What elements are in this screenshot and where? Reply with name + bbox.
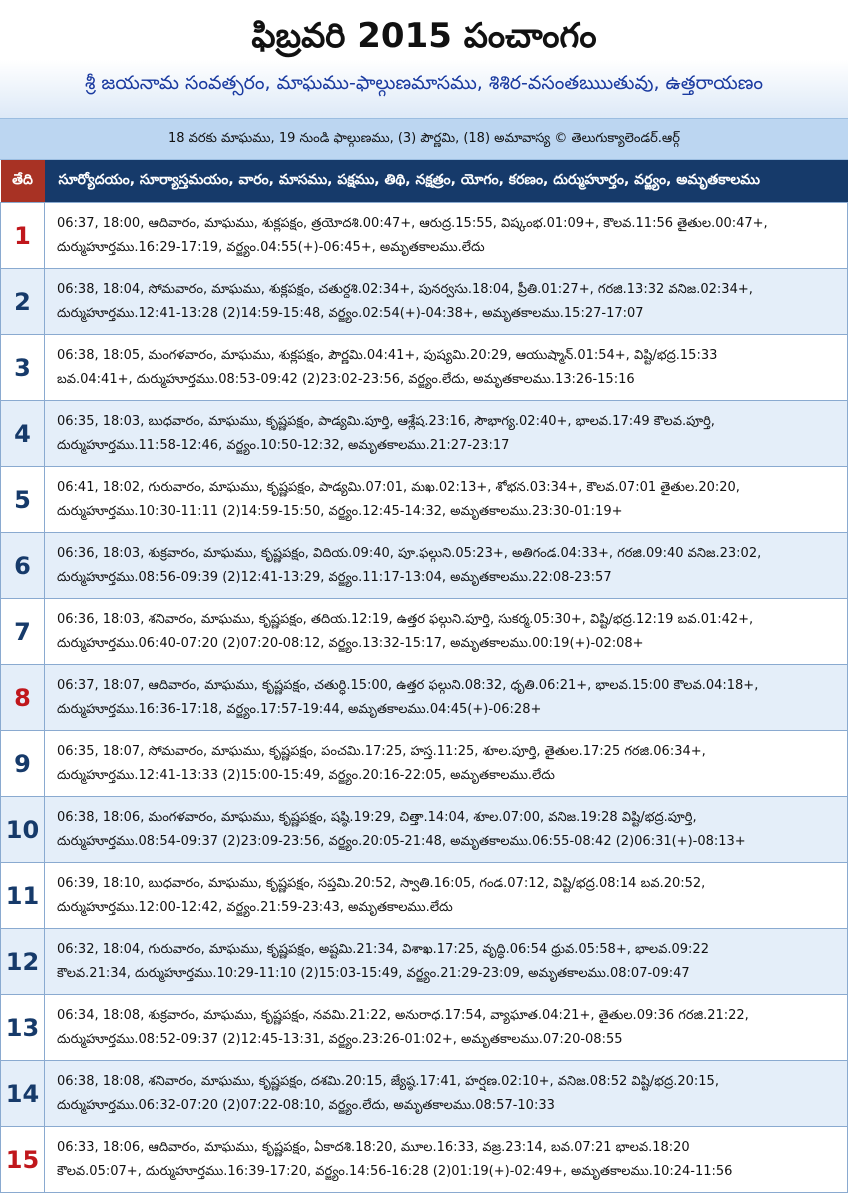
day-details: 06:41, 18:02, గురువారం, మాఘము, కృష్ణపక్ష… (44, 466, 848, 533)
day-details: 06:35, 18:03, బుధవారం, మాఘము, కృష్ణపక్షం… (44, 400, 848, 467)
title: ఫిబ్రవరి 2015 పంచాంగం (251, 16, 597, 56)
day-details: 06:36, 18:03, శనివారం, మాఘము, కృష్ణపక్షం… (44, 598, 848, 665)
table-body: 1 06:37, 18:00, ఆదివారం, మాఘము, శుక్లపక్ష… (0, 202, 848, 1193)
day-number: 9 (0, 730, 45, 797)
table-row: 7 06:36, 18:03, శనివారం, మాఘము, కృష్ణపక్ష… (0, 598, 848, 665)
detail-line: కౌలవ.05:07+, దుర్ముహూర్తము.16:39-17:20, … (57, 1163, 733, 1179)
table-row: 9 06:35, 18:07, సోమవారం, మాఘము, కృష్ణపక్ష… (0, 730, 848, 797)
table-row: 6 06:36, 18:03, శుక్రవారం, మాఘము, కృష్ణపక… (0, 532, 848, 599)
table-row: 15 06:33, 18:06, ఆదివారం, మాఘము, కృష్ణపక్… (0, 1126, 848, 1193)
day-details: 06:34, 18:08, శుక్రవారం, మాఘము, కృష్ణపక్… (44, 994, 848, 1061)
day-details: 06:35, 18:07, సోమవారం, మాఘము, కృష్ణపక్షం… (44, 730, 848, 797)
subtitle: శ్రీ జయనామ సంవత్సరం, మాఘము-ఫాల్గుణమాసము,… (84, 72, 764, 94)
table-row: 8 06:37, 18:07, ఆదివారం, మాఘము, కృష్ణపక్ష… (0, 664, 848, 731)
day-number: 8 (0, 664, 45, 731)
detail-line: దుర్ముహూర్తము.12:41-13:33 (2)15:00-15:49… (57, 767, 555, 783)
detail-line: 06:38, 18:08, శనివారం, మాఘము, కృష్ణపక్షం… (57, 1073, 719, 1089)
day-details: 06:36, 18:03, శుక్రవారం, మాఘము, కృష్ణపక్… (44, 532, 848, 599)
detail-line: దుర్ముహూర్తము.12:00-12:42, వర్జ్యం.21:59… (57, 899, 453, 915)
panchangam-table: తేది సూర్యోదయం, సూర్యాస్తమయం, వారం, మాసమ… (0, 160, 848, 1193)
day-details: 06:39, 18:10, బుధవారం, మాఘము, కృష్ణపక్షం… (44, 862, 848, 929)
detail-line: దుర్ముహూర్తము.11:58-12:46, వర్జ్యం.10:50… (57, 437, 510, 453)
table-row: 13 06:34, 18:08, శుక్రవారం, మాఘము, కృష్ణప… (0, 994, 848, 1061)
table-row: 10 06:38, 18:06, మంగళవారం, మాఘము, కృష్ణపక… (0, 796, 848, 863)
detail-line: 06:33, 18:06, ఆదివారం, మాఘము, కృష్ణపక్షం… (57, 1139, 690, 1155)
info-bar: 18 వరకు మాఘము, 19 నుండి ఫాల్గుణము, (3) ప… (0, 118, 848, 160)
day-details: 06:38, 18:06, మంగళవారం, మాఘము, కృష్ణపక్ష… (44, 796, 848, 863)
detail-line: దుర్ముహూర్తము.08:56-09:39 (2)12:41-13:29… (57, 569, 612, 585)
day-number: 3 (0, 334, 45, 401)
column-header: సూర్యోదయం, సూర్యాస్తమయం, వారం, మాసము, పక… (44, 160, 848, 203)
detail-line: దుర్ముహూర్తము.10:30-11:11 (2)14:59-15:50… (57, 503, 623, 519)
detail-line: 06:32, 18:04, గురువారం, మాఘము, కృష్ణపక్ష… (57, 941, 709, 957)
day-number: 1 (0, 202, 45, 269)
day-number: 7 (0, 598, 45, 665)
day-details: 06:38, 18:05, మంగళవారం, మాఘము, శుక్లపక్ష… (44, 334, 848, 401)
day-number: 6 (0, 532, 45, 599)
day-number: 12 (0, 928, 45, 995)
table-row: 3 06:38, 18:05, మంగళవారం, మాఘము, శుక్లపక్… (0, 334, 848, 401)
table-row: 12 06:32, 18:04, గురువారం, మాఘము, కృష్ణపక… (0, 928, 848, 995)
day-number: 5 (0, 466, 45, 533)
detail-line: 06:41, 18:02, గురువారం, మాఘము, కృష్ణపక్ష… (57, 479, 740, 495)
header-row: తేది సూర్యోదయం, సూర్యాస్తమయం, వారం, మాసమ… (0, 160, 848, 203)
table-row: 5 06:41, 18:02, గురువారం, మాఘము, కృష్ణపక్… (0, 466, 848, 533)
table-row: 14 06:38, 18:08, శనివారం, మాఘము, కృష్ణపక్… (0, 1060, 848, 1127)
day-number: 14 (0, 1060, 45, 1127)
day-details: 06:38, 18:08, శనివారం, మాఘము, కృష్ణపక్షం… (44, 1060, 848, 1127)
day-number: 10 (0, 796, 45, 863)
table-row: 4 06:35, 18:03, బుధవారం, మాఘము, కృష్ణపక్ష… (0, 400, 848, 467)
detail-line: 06:36, 18:03, శనివారం, మాఘము, కృష్ణపక్షం… (57, 611, 754, 627)
header: ఫిబ్రవరి 2015 పంచాంగం శ్రీ జయనామ సంవత్సర… (0, 0, 848, 118)
detail-line: 06:39, 18:10, బుధవారం, మాఘము, కృష్ణపక్షం… (57, 875, 706, 891)
detail-line: 06:36, 18:03, శుక్రవారం, మాఘము, కృష్ణపక్… (57, 545, 762, 561)
column-header: తేది (0, 160, 45, 203)
day-details: 06:37, 18:00, ఆదివారం, మాఘము, శుక్లపక్షం… (44, 202, 848, 269)
detail-line: దుర్ముహూర్తము.08:52-09:37 (2)12:45-13:31… (57, 1031, 623, 1047)
day-number: 4 (0, 400, 45, 467)
detail-line: దుర్ముహూర్తము.08:54-09:37 (2)23:09-23:56… (57, 833, 746, 849)
day-details: 06:38, 18:04, సోమవారం, మాఘము, శుక్లపక్షం… (44, 268, 848, 335)
table-row: 1 06:37, 18:00, ఆదివారం, మాఘము, శుక్లపక్ష… (0, 202, 848, 269)
day-number: 15 (0, 1126, 45, 1193)
detail-line: 06:38, 18:04, సోమవారం, మాఘము, శుక్లపక్షం… (57, 281, 753, 297)
day-number: 13 (0, 994, 45, 1061)
detail-line: దుర్ముహూర్తము.12:41-13:28 (2)14:59-15:48… (57, 305, 644, 321)
detail-line: 06:34, 18:08, శుక్రవారం, మాఘము, కృష్ణపక్… (57, 1007, 749, 1023)
day-number: 2 (0, 268, 45, 335)
day-details: 06:33, 18:06, ఆదివారం, మాఘము, కృష్ణపక్షం… (44, 1126, 848, 1193)
day-number: 11 (0, 862, 45, 929)
detail-line: 06:37, 18:07, ఆదివారం, మాఘము, కృష్ణపక్షం… (57, 677, 759, 693)
detail-line: దుర్ముహూర్తము.06:40-07:20 (2)07:20-08:12… (57, 635, 644, 651)
day-details: 06:32, 18:04, గురువారం, మాఘము, కృష్ణపక్ష… (44, 928, 848, 995)
day-details: 06:37, 18:07, ఆదివారం, మాఘము, కృష్ణపక్షం… (44, 664, 848, 731)
table-row: 11 06:39, 18:10, బుధవారం, మాఘము, కృష్ణపక్… (0, 862, 848, 929)
detail-line: 06:38, 18:05, మంగళవారం, మాఘము, శుక్లపక్ష… (57, 347, 718, 363)
detail-line: దుర్ముహూర్తము.16:36-17:18, వర్జ్యం.17:57… (57, 701, 542, 717)
detail-line: 06:35, 18:03, బుధవారం, మాఘము, కృష్ణపక్షం… (57, 413, 715, 429)
table-row: 2 06:38, 18:04, సోమవారం, మాఘము, శుక్లపక్ష… (0, 268, 848, 335)
detail-line: 06:38, 18:06, మంగళవారం, మాఘము, కృష్ణపక్ష… (57, 809, 697, 825)
detail-line: దుర్ముహూర్తము.06:32-07:20 (2)07:22-08:10… (57, 1097, 555, 1113)
detail-line: బవ.04:41+, దుర్ముహూర్తము.08:53-09:42 (2)… (57, 371, 635, 387)
detail-line: 06:37, 18:00, ఆదివారం, మాఘము, శుక్లపక్షం… (57, 215, 768, 231)
detail-line: కౌలవ.21:34, దుర్ముహూర్తము.10:29-11:10 (2… (57, 965, 690, 981)
detail-line: దుర్ముహూర్తము.16:29-17:19, వర్జ్యం.04:55… (57, 239, 485, 255)
detail-line: 06:35, 18:07, సోమవారం, మాఘము, కృష్ణపక్షం… (57, 743, 706, 759)
